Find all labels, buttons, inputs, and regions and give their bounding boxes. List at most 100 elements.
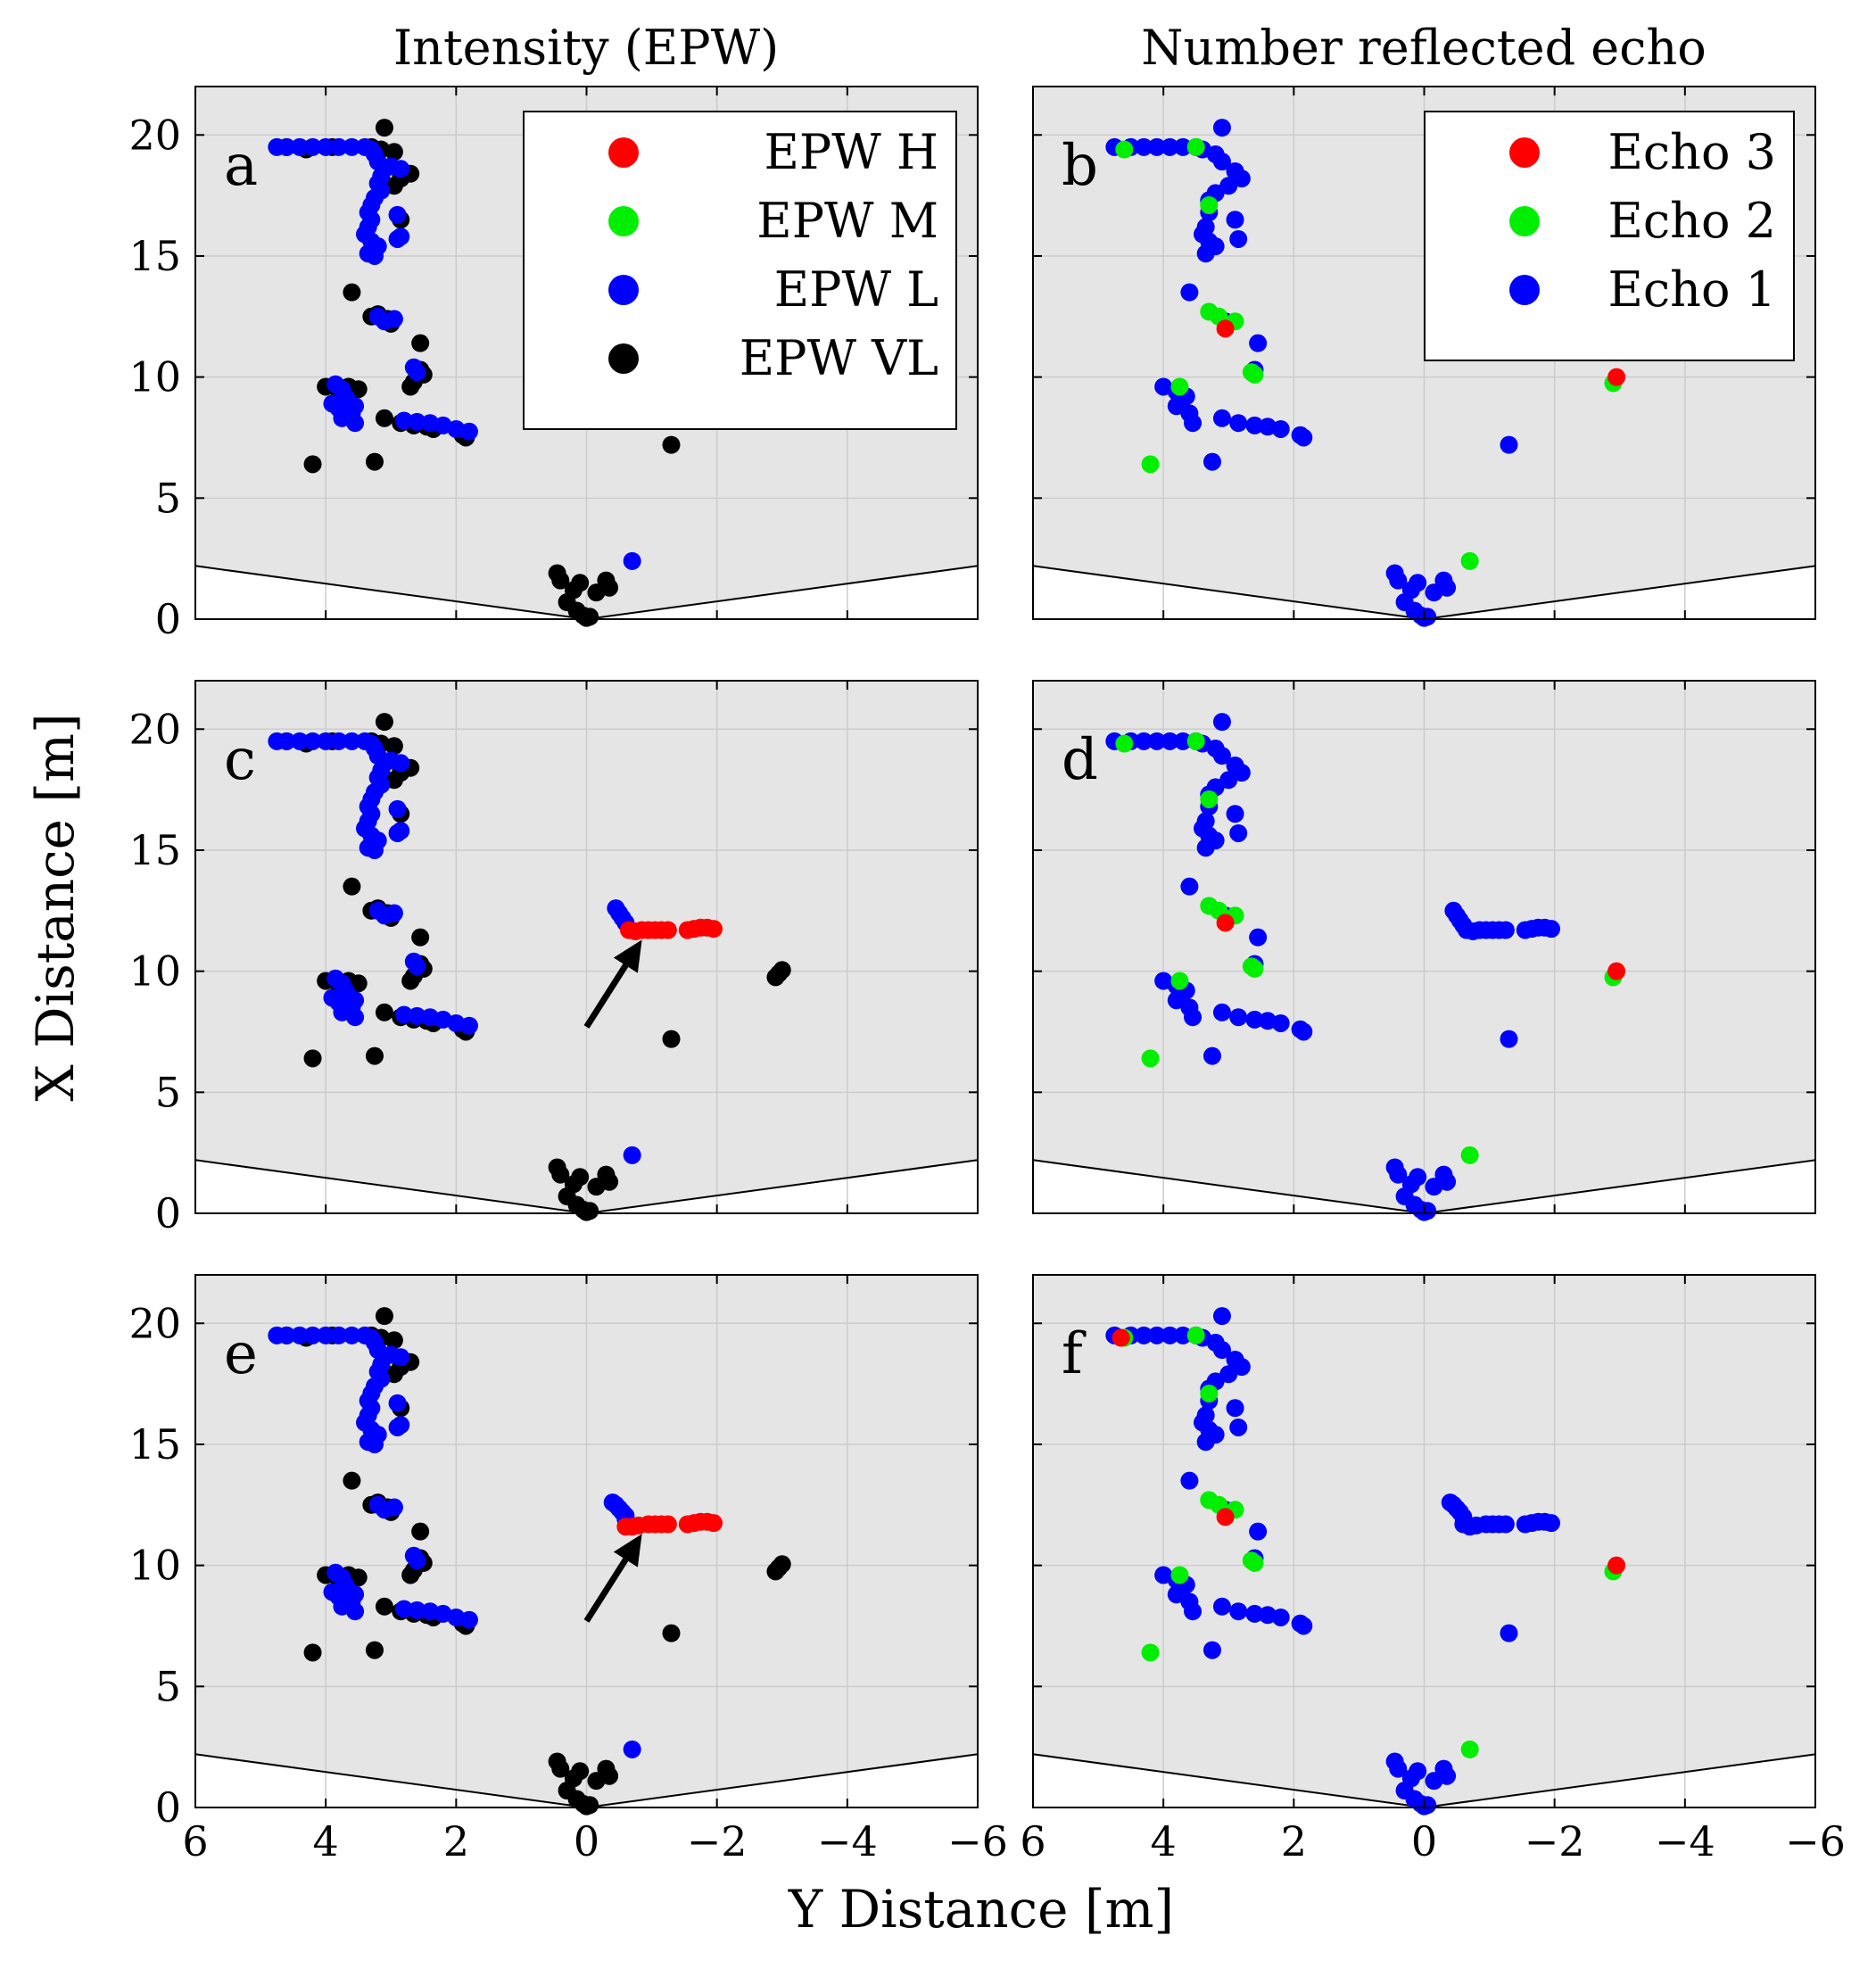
- legend-marker: [608, 343, 639, 374]
- data-point: [277, 137, 296, 156]
- data-point: [408, 412, 426, 431]
- data-point: [1167, 397, 1186, 416]
- data-point: [658, 921, 677, 939]
- y-tick-label: 5: [155, 474, 181, 522]
- data-point: [1219, 1365, 1238, 1384]
- data-point: [459, 422, 478, 441]
- y-tick-label: 0: [155, 1189, 181, 1237]
- y-tick-label: 0: [155, 1783, 181, 1832]
- data-point: [1496, 921, 1515, 939]
- series-echo-2: [1115, 732, 1623, 1164]
- data-point: [1389, 571, 1408, 590]
- data-point: [375, 1597, 393, 1616]
- panel-b: b Echo 3 Echo 2 Echo 1: [1032, 86, 1816, 627]
- data-point: [1271, 419, 1290, 438]
- data-point: [392, 754, 410, 773]
- data-point: [662, 1624, 681, 1642]
- data-point: [408, 1006, 426, 1025]
- data-point: [1249, 334, 1268, 352]
- data-point: [623, 1740, 641, 1758]
- data-point: [1229, 229, 1248, 248]
- data-point: [623, 1146, 641, 1164]
- data-point: [1271, 1608, 1290, 1626]
- data-point: [1500, 435, 1518, 454]
- data-point: [587, 1772, 606, 1791]
- data-point: [317, 1326, 335, 1344]
- data-point: [1229, 1008, 1248, 1027]
- data-point: [1232, 1358, 1251, 1377]
- data-point: [1212, 119, 1231, 137]
- data-point: [551, 571, 570, 590]
- data-point: [365, 1641, 384, 1659]
- panel-label: a: [224, 133, 258, 199]
- data-point: [1294, 428, 1313, 447]
- data-point: [392, 227, 410, 246]
- data-point: [1141, 1049, 1160, 1068]
- data-point: [384, 143, 403, 161]
- x-tick-label: 0: [574, 1817, 599, 1865]
- data-point: [1542, 1514, 1561, 1533]
- series-epw-l: [268, 1326, 641, 1758]
- data-point: [1607, 962, 1626, 980]
- y-tick-label: 15: [128, 232, 181, 280]
- data-point: [404, 1546, 423, 1565]
- x-tick-label: 0: [1411, 1817, 1437, 1865]
- data-point: [1212, 1341, 1231, 1360]
- data-point: [343, 732, 361, 750]
- legend-marker: [608, 206, 639, 236]
- series-echo-3: [1216, 914, 1626, 980]
- ticks: 0 5 10 15 20: [128, 87, 979, 643]
- data-point: [1226, 1399, 1244, 1418]
- legend-label: EPW M: [756, 193, 938, 249]
- data-point: [1212, 713, 1231, 732]
- data-point: [773, 961, 791, 980]
- y-tick-label: 20: [128, 1299, 181, 1347]
- arrow-head: [613, 1534, 642, 1568]
- data-point: [1170, 972, 1189, 990]
- x-tick-label: −6: [947, 1817, 1008, 1865]
- data-point: [365, 452, 384, 471]
- data-point: [343, 1326, 361, 1344]
- y-tick-label: 10: [128, 353, 181, 401]
- panel-label: d: [1062, 727, 1098, 793]
- legend-label: EPW VL: [740, 330, 938, 386]
- data-point: [459, 1016, 478, 1035]
- data-point: [705, 1514, 723, 1533]
- ticks: 0 5 10 15 20: [128, 681, 979, 1237]
- fov-excluded-area: [195, 1160, 978, 1213]
- data-point: [1245, 416, 1264, 434]
- data-point: [1607, 368, 1626, 386]
- data-point: [375, 1003, 393, 1022]
- arrow-shaft: [583, 964, 629, 1029]
- fov-excluded-area: [195, 566, 978, 619]
- data-point: [1460, 1740, 1479, 1758]
- data-point: [587, 1178, 606, 1196]
- legend-marker: [608, 275, 639, 305]
- data-point: [392, 160, 410, 178]
- data-point: [368, 307, 387, 326]
- panel-f: 6 4 2 0 −2 −4 −6 f: [1020, 1274, 1846, 1865]
- data-point: [303, 1326, 322, 1344]
- series-epw-l: [268, 732, 641, 1164]
- data-point: [404, 358, 423, 376]
- data-point: [394, 411, 413, 430]
- series-echo-3: [1216, 319, 1626, 386]
- data-point: [1202, 452, 1221, 471]
- fov-excluded-area: [1033, 1160, 1815, 1213]
- data-point: [1229, 1418, 1248, 1436]
- ticks: [1032, 87, 1816, 620]
- data-point: [1245, 1010, 1264, 1029]
- legend-label: Echo 3: [1608, 124, 1776, 180]
- data-point: [1202, 1641, 1221, 1659]
- data-point: [375, 409, 393, 427]
- data-point: [388, 1394, 407, 1412]
- x-tick-label: 4: [313, 1817, 339, 1865]
- data-point: [551, 1165, 570, 1184]
- data-point: [1206, 1426, 1225, 1444]
- data-point: [1500, 1030, 1518, 1048]
- data-point: [1170, 377, 1189, 396]
- data-point: [1219, 771, 1238, 790]
- y-tick-label: 0: [155, 595, 181, 643]
- legend-marker: [1509, 206, 1540, 236]
